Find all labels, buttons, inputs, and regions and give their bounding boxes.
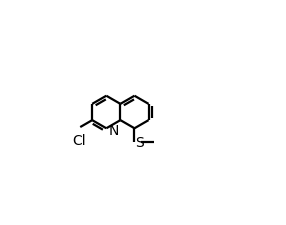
- Text: Cl: Cl: [72, 133, 86, 147]
- Text: N: N: [109, 124, 119, 137]
- Text: S: S: [136, 135, 144, 149]
